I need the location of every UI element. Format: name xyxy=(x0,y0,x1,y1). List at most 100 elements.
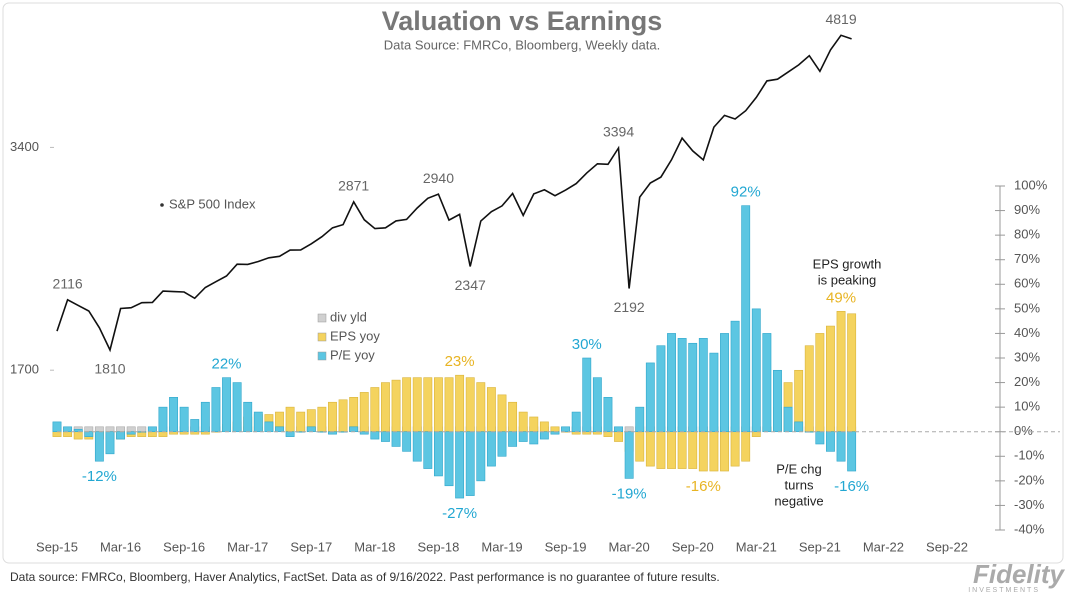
legend-swatch xyxy=(317,332,327,342)
bar xyxy=(253,411,263,433)
bar xyxy=(741,431,751,462)
bar xyxy=(147,431,157,437)
x-tick-label: Sep-18 xyxy=(417,539,459,554)
logo-sub: INVESTMENTS xyxy=(968,587,1040,594)
bar xyxy=(63,426,73,433)
bar xyxy=(412,431,422,462)
y2-tick-label: -40% xyxy=(1014,521,1045,536)
x-tick-label: Mar-16 xyxy=(100,539,141,554)
bar xyxy=(296,411,306,433)
bar xyxy=(656,431,666,469)
bar xyxy=(688,342,698,433)
bar xyxy=(518,411,528,433)
bar xyxy=(677,431,687,469)
y2-tick-label: 90% xyxy=(1014,202,1040,217)
bar xyxy=(243,401,253,433)
bar xyxy=(624,431,634,479)
x-tick-label: Mar-21 xyxy=(736,539,777,554)
data-label: 2347 xyxy=(455,277,486,293)
bar xyxy=(402,377,412,433)
bar xyxy=(222,377,231,433)
bar xyxy=(550,426,560,433)
bar xyxy=(211,387,221,433)
bar xyxy=(539,431,549,440)
bar xyxy=(751,308,761,433)
bar xyxy=(476,382,486,433)
bar xyxy=(656,345,666,433)
bar xyxy=(603,431,613,437)
data-label: 22% xyxy=(212,356,242,373)
bar xyxy=(614,431,623,442)
bar xyxy=(826,431,835,452)
y2-tick-label: -30% xyxy=(1014,497,1045,512)
bar xyxy=(624,426,634,433)
bar xyxy=(645,431,655,467)
bar xyxy=(836,431,846,462)
bar xyxy=(614,426,623,433)
data-label: 49% xyxy=(826,289,856,306)
bar xyxy=(147,426,157,433)
bar xyxy=(359,392,369,433)
bar xyxy=(444,377,454,433)
logo: Fidelity xyxy=(973,559,1066,589)
bar xyxy=(126,431,136,435)
bar xyxy=(709,431,719,472)
bar xyxy=(741,205,751,433)
bar xyxy=(455,374,465,433)
bar xyxy=(232,382,242,433)
bar xyxy=(486,431,496,467)
x-tick-label: Sep-17 xyxy=(290,539,332,554)
bar xyxy=(720,333,729,433)
chart-subtitle: Data Source: FMRCo, Bloomberg, Weekly da… xyxy=(384,37,661,52)
bar xyxy=(391,431,401,447)
bar xyxy=(158,406,168,433)
bar xyxy=(804,345,814,433)
bar xyxy=(423,377,433,433)
x-tick-label: Sep-20 xyxy=(672,539,714,554)
bar xyxy=(688,431,698,469)
x-tick-label: Mar-22 xyxy=(863,539,904,554)
bar xyxy=(582,357,592,433)
bar xyxy=(370,387,380,433)
bar xyxy=(444,431,454,487)
line xyxy=(56,34,852,353)
bar xyxy=(667,333,676,433)
annotation: is peaking xyxy=(818,272,877,287)
bar xyxy=(773,369,782,433)
bar xyxy=(391,379,401,433)
x-tick-label: Mar-17 xyxy=(227,539,268,554)
bar xyxy=(338,399,348,433)
bar xyxy=(381,382,390,433)
y2-tick-label: 10% xyxy=(1014,399,1040,414)
bar xyxy=(720,431,729,472)
bar xyxy=(730,431,740,467)
bar xyxy=(359,431,369,435)
plot: 1700 3400 -40% -30% -20% -10% 0% 10% 20% 30% 40% 50… xyxy=(10,11,1060,554)
y-tick-label: 3400 xyxy=(10,139,39,154)
data-label: 2871 xyxy=(338,177,369,193)
y2-tick-label: -10% xyxy=(1014,448,1045,463)
data-label: 23% xyxy=(445,353,475,370)
bar xyxy=(465,377,475,433)
bar xyxy=(677,338,687,433)
bar xyxy=(275,426,284,433)
bar xyxy=(476,431,486,482)
bar xyxy=(200,401,210,433)
y2-tick-label: 70% xyxy=(1014,251,1040,266)
x-tick-label: Sep-22 xyxy=(926,539,968,554)
data-label: 2116 xyxy=(53,276,83,292)
y2-tick-label: -20% xyxy=(1014,472,1045,487)
data-label: 30% xyxy=(572,336,602,353)
x-tick-label: Mar-18 xyxy=(354,539,395,554)
bar xyxy=(94,426,104,433)
bar xyxy=(815,333,825,433)
bar xyxy=(709,352,719,433)
bar xyxy=(635,406,645,433)
data-label: 92% xyxy=(731,184,761,201)
bar xyxy=(730,320,740,433)
x-tick-label: Sep-19 xyxy=(545,539,587,554)
bar xyxy=(592,377,602,433)
bar xyxy=(455,431,465,499)
bar xyxy=(105,426,115,433)
annotation: P/E chg xyxy=(776,461,822,476)
